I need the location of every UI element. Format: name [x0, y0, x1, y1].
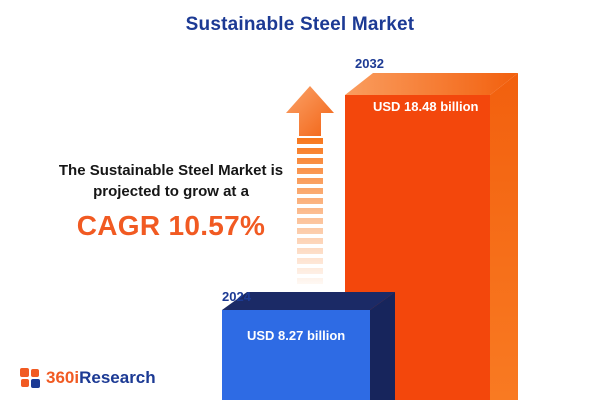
bar-2024-value-label: USD 8.27 billion — [247, 328, 346, 343]
logo-text-360i: 360i — [46, 368, 80, 387]
bar-2024-top-face — [222, 292, 395, 310]
bar-2024-front-face — [222, 310, 370, 400]
bar-2032-year-label: 2032 — [355, 56, 384, 71]
bar-2024-year-label: 2024 — [222, 289, 251, 304]
bar-2032-value-label: USD 18.48 billion — [373, 99, 479, 114]
growth-arrow-dashes — [297, 138, 323, 284]
growth-arrow-head-icon — [286, 86, 334, 136]
cagr-value: CAGR 10.57% — [76, 210, 266, 241]
logo-icon — [20, 368, 40, 388]
bar-2032-side-face — [490, 73, 518, 400]
brand-logo: 360iResearch — [20, 368, 156, 388]
annotation-block: The Sustainable Steel Market is projecte… — [38, 160, 304, 242]
logo-text-research: Research — [79, 368, 156, 387]
bar-2032-top-face — [345, 73, 518, 95]
annotation-line-1: The Sustainable Steel Market is — [58, 162, 284, 179]
bar-2024-side-face — [370, 292, 395, 400]
logo-text: 360iResearch — [46, 368, 156, 388]
annotation-line-2: projected to grow at a — [93, 183, 249, 200]
page-title: Sustainable Steel Market — [185, 14, 415, 35]
